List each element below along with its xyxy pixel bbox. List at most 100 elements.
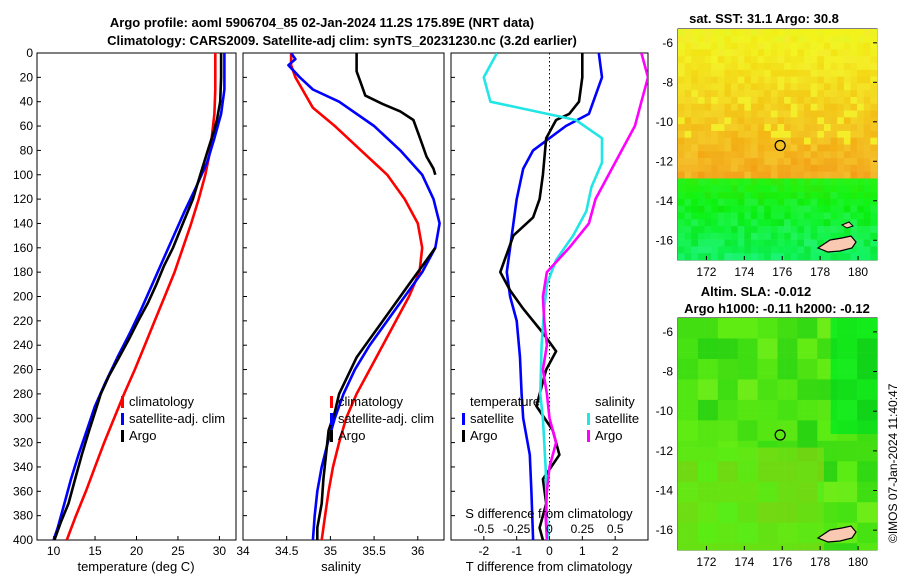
heatmap-cell (724, 529, 732, 537)
heatmap-cell (817, 372, 825, 380)
heatmap-cell (817, 49, 825, 57)
salinity-xlabel: salinity (321, 559, 361, 574)
heatmap-cell (757, 379, 765, 387)
heatmap-cell (784, 219, 792, 227)
heatmap-cell (797, 83, 805, 91)
heatmap-cell (717, 130, 725, 138)
heatmap-cell (817, 345, 825, 353)
heatmap-cell (757, 49, 765, 57)
heatmap-cell (757, 130, 765, 138)
heatmap-cell (810, 393, 818, 401)
heatmap-cell (770, 461, 778, 469)
heatmap-cell (777, 49, 785, 57)
heatmap-cell (810, 468, 818, 476)
heatmap-cell (711, 137, 719, 145)
heatmap-cell (857, 488, 865, 496)
heatmap-cell (757, 352, 765, 360)
heatmap-cell (764, 110, 772, 118)
heatmap-cell (711, 515, 719, 523)
heatmap-cell (790, 509, 798, 517)
heatmap-cell (717, 42, 725, 50)
heatmap-cell (830, 29, 838, 37)
heatmap-cell (717, 83, 725, 91)
heatmap-cell (691, 164, 699, 172)
heatmap-cell (731, 212, 738, 220)
heatmap-cell (684, 253, 692, 261)
heatmap-cell (804, 352, 811, 360)
heatmap-cell (684, 515, 692, 523)
heatmap-cell (750, 386, 758, 394)
heatmap-cell (691, 372, 699, 380)
heatmap-cell (837, 468, 845, 476)
heatmap-cell (731, 90, 738, 98)
heatmap-cell (737, 246, 745, 254)
heatmap-cell (684, 495, 692, 503)
heatmap-cell (750, 543, 758, 551)
heatmap-cell (697, 35, 705, 43)
lon-tick-label: 172 (696, 555, 716, 569)
heatmap-cell (837, 69, 845, 77)
heatmap-cell (717, 239, 725, 247)
heatmap-cell (804, 144, 811, 152)
heatmap-cell (737, 406, 745, 414)
heatmap-cell (770, 232, 778, 240)
legend-swatch-t-satellite (462, 413, 465, 425)
heatmap-cell (784, 522, 792, 530)
heatmap-cell (724, 130, 732, 138)
heatmap-cell (697, 393, 705, 401)
heatmap-cell (744, 151, 752, 159)
heatmap-cell (717, 212, 725, 220)
heatmap-cell (704, 198, 712, 206)
heatmap-cell (704, 509, 712, 517)
heatmap-cell (711, 427, 719, 435)
difference-lines (482, 53, 648, 540)
heatmap-cell (737, 474, 745, 483)
heatmap-cell (744, 96, 752, 105)
heatmap-cell (737, 29, 745, 37)
heatmap-cell (843, 536, 851, 544)
heatmap-cell (737, 454, 745, 462)
heatmap-cell (691, 352, 699, 360)
heatmap-cell (830, 318, 838, 326)
heatmap-cell (711, 198, 719, 206)
heatmap-cell (717, 529, 725, 537)
heatmap-cell (857, 352, 865, 360)
heatmap-cell (678, 137, 685, 145)
heatmap-cell (737, 49, 745, 57)
heatmap-cell (777, 253, 785, 261)
heatmap-cell (837, 178, 845, 186)
heatmap-cell (857, 76, 865, 84)
heatmap-cell (857, 515, 865, 523)
heatmap-cell (843, 468, 851, 476)
heatmap-cell (724, 76, 732, 84)
heatmap-cell (804, 76, 811, 84)
heatmap-cell (837, 117, 845, 125)
heatmap-cell (830, 345, 838, 353)
heatmap-cell (843, 324, 851, 332)
heatmap-cell (691, 212, 699, 220)
heatmap-cell (750, 164, 758, 172)
heatmap-cell (830, 447, 838, 455)
heatmap-cell (810, 440, 818, 448)
s-difference-label: S difference from climatology (465, 506, 633, 521)
heatmap-cell (717, 35, 725, 43)
heatmap-cell (857, 226, 865, 234)
heatmap-cell (797, 62, 805, 71)
heatmap-cell (757, 495, 765, 503)
heatmap-cell (830, 413, 838, 421)
heatmap-cell (863, 331, 871, 339)
heatmap-cell (764, 185, 772, 193)
heatmap-cell (750, 536, 758, 544)
difference-panel: -2 -1 0 1 2 -0.5 -0.25 0 0.25 0.5 S difference f… (450, 52, 649, 574)
heatmap-cell (764, 226, 772, 234)
heatmap-cell (757, 372, 765, 380)
lat-tick-label: -16 (656, 233, 674, 247)
heatmap-cell (757, 232, 765, 240)
heatmap-cell (817, 352, 825, 360)
heatmap-cell (850, 83, 858, 91)
heatmap-cell (857, 246, 865, 254)
heatmap-cell (697, 474, 705, 483)
heatmap-cell (737, 144, 745, 152)
x-tick-label: 35.5 (362, 544, 386, 558)
heatmap-cell (744, 345, 752, 353)
